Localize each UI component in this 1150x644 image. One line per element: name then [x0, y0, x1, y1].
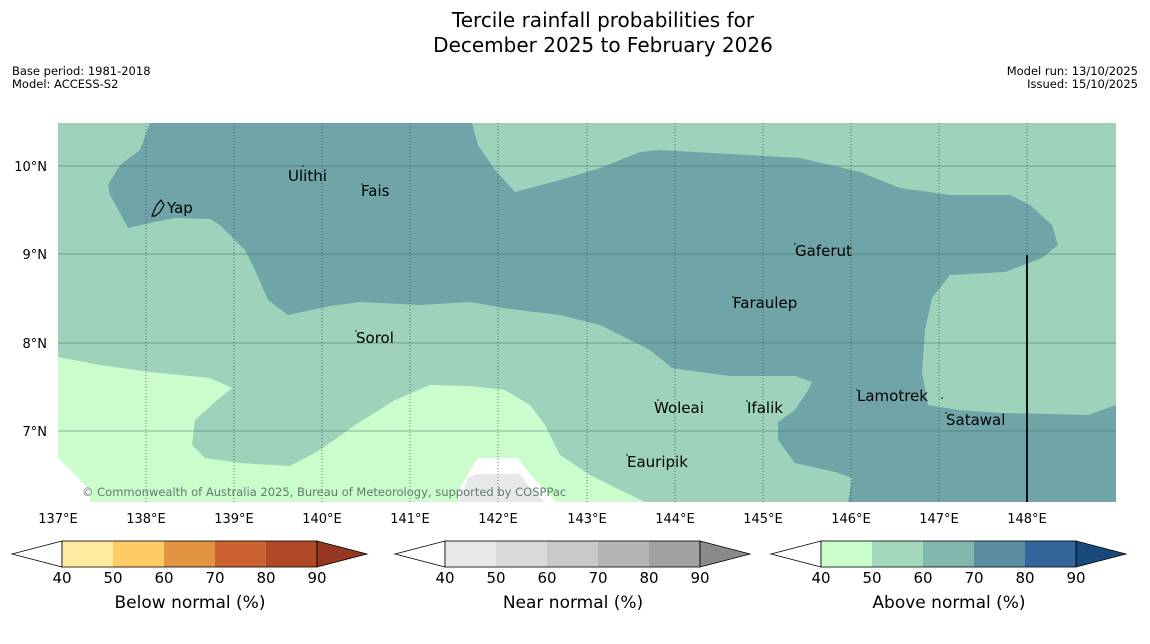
- lat-label-9n: 9°N: [23, 248, 48, 263]
- below-colorbar-outline: [61, 540, 318, 568]
- lon-label-147e: 147°E: [919, 512, 959, 527]
- below-colorbar-over-triangle: [316, 540, 369, 568]
- yap-island-outline: [151, 198, 165, 217]
- near-colorbar-tick-label: 70: [588, 569, 607, 587]
- colorbar-below-label: Below normal (%): [114, 593, 266, 613]
- near-colorbar-tick-label: 50: [486, 569, 505, 587]
- base-period: Base period: 1981-2018: [12, 64, 151, 78]
- copyright-notice: © Commonwealth of Australia 2025, Bureau…: [82, 485, 566, 499]
- place-dots: [302, 165, 947, 456]
- above-colorbar-under-triangle: [769, 540, 822, 568]
- model-run: Model run: 13/10/2025: [1006, 64, 1138, 78]
- near-colorbar-tick-label: 60: [537, 569, 556, 587]
- above-colorbar-tick-label: 60: [913, 569, 932, 587]
- place-satawal: Satawal: [946, 411, 1005, 429]
- place-ulithi: Ulithi: [288, 167, 327, 185]
- issued-date: Issued: 15/10/2025: [1027, 77, 1138, 91]
- below-colorbar-segment: [215, 541, 266, 567]
- near-colorbar-segment: [547, 541, 598, 567]
- near-colorbar-tick-label: 80: [639, 569, 658, 587]
- region-above-60-70: [108, 123, 1116, 502]
- lon-label-143e: 143°E: [567, 512, 607, 527]
- below-colorbar-tick-label: 50: [103, 569, 122, 587]
- near-colorbar-tick-label: 90: [690, 569, 709, 587]
- colorbar-above: 40 50 60 70 80 90: [769, 540, 1128, 587]
- lon-label-142e: 142°E: [478, 512, 518, 527]
- below-colorbar-under-triangle: [10, 540, 63, 568]
- above-colorbar-segment: [974, 541, 1025, 567]
- model-name: Model: ACCESS-S2: [12, 77, 119, 91]
- above-colorbar-segment: [872, 541, 923, 567]
- place-fais: Fais: [361, 182, 390, 200]
- colorbar-above-label: Above normal (%): [872, 593, 1026, 613]
- lon-label-141e: 141°E: [390, 512, 430, 527]
- place-ifalik: Ifalik: [747, 399, 783, 417]
- below-colorbar-segment: [266, 541, 317, 567]
- place-woleai: Woleai: [654, 399, 704, 417]
- above-colorbar-tick-label: 50: [862, 569, 881, 587]
- lat-label-7n: 7°N: [23, 425, 48, 440]
- below-colorbar-tick-label: 70: [205, 569, 224, 587]
- below-colorbar-tick-label: 80: [256, 569, 275, 587]
- near-colorbar-segment: [598, 541, 649, 567]
- lon-label-138e: 138°E: [126, 512, 166, 527]
- meridians: [145, 123, 1028, 502]
- place-sorol: Sorol: [356, 329, 394, 347]
- near-colorbar-segment: [649, 541, 700, 567]
- above-colorbar-tick-label: 90: [1066, 569, 1085, 587]
- place-faraulep: Faraulep: [733, 294, 797, 312]
- region-white-margin: [58, 458, 556, 502]
- near-colorbar-over-triangle: [699, 540, 752, 568]
- region-near-40-50: [58, 474, 545, 502]
- place-eauripik: Eauripik: [627, 453, 688, 471]
- below-colorbar-segment: [62, 541, 113, 567]
- chart-title-line1: Tercile rainfall probabilities for: [451, 8, 755, 32]
- above-colorbar-outline: [820, 540, 1077, 568]
- place-gaferut: Gaferut: [795, 242, 852, 260]
- above-colorbar-segment: [923, 541, 974, 567]
- colorbar-below: 40 50 60 70 80 90: [10, 540, 369, 587]
- lat-label-8n: 8°N: [23, 337, 48, 352]
- chart-title-line2: December 2025 to February 2026: [433, 33, 773, 57]
- above-colorbar-tick-label: 70: [964, 569, 983, 587]
- below-colorbar-segment: [164, 541, 215, 567]
- lon-label-148e: 148°E: [1007, 512, 1047, 527]
- place-lamotrek: Lamotrek: [857, 387, 928, 405]
- above-colorbar-tick-label: 40: [811, 569, 830, 587]
- below-colorbar-tick-label: 90: [307, 569, 326, 587]
- place-yap: Yap: [166, 199, 193, 217]
- below-colorbar-tick-label: 60: [154, 569, 173, 587]
- lon-label-145e: 145°E: [743, 512, 783, 527]
- near-colorbar-outline: [444, 540, 701, 568]
- below-colorbar-segment: [113, 541, 164, 567]
- lon-label-139e: 139°E: [214, 512, 254, 527]
- colorbar-near-label: Near normal (%): [502, 593, 644, 613]
- colorbar-near: 40 50 60 70 80 90: [393, 540, 752, 587]
- lon-label-137e: 137°E: [38, 512, 78, 527]
- near-colorbar-segment: [445, 541, 496, 567]
- above-colorbar-over-triangle: [1075, 540, 1128, 568]
- near-colorbar-tick-label: 40: [435, 569, 454, 587]
- lon-label-144e: 144°E: [655, 512, 695, 527]
- near-colorbar-under-triangle: [393, 540, 446, 568]
- below-colorbar-tick-label: 40: [52, 569, 71, 587]
- above-colorbar-segment: [1025, 541, 1076, 567]
- near-colorbar-segment: [496, 541, 547, 567]
- lat-label-10n: 10°N: [14, 160, 47, 175]
- above-colorbar-tick-label: 80: [1015, 569, 1034, 587]
- lon-label-140e: 140°E: [302, 512, 342, 527]
- lon-label-146e: 146°E: [831, 512, 871, 527]
- above-colorbar-segment: [821, 541, 872, 567]
